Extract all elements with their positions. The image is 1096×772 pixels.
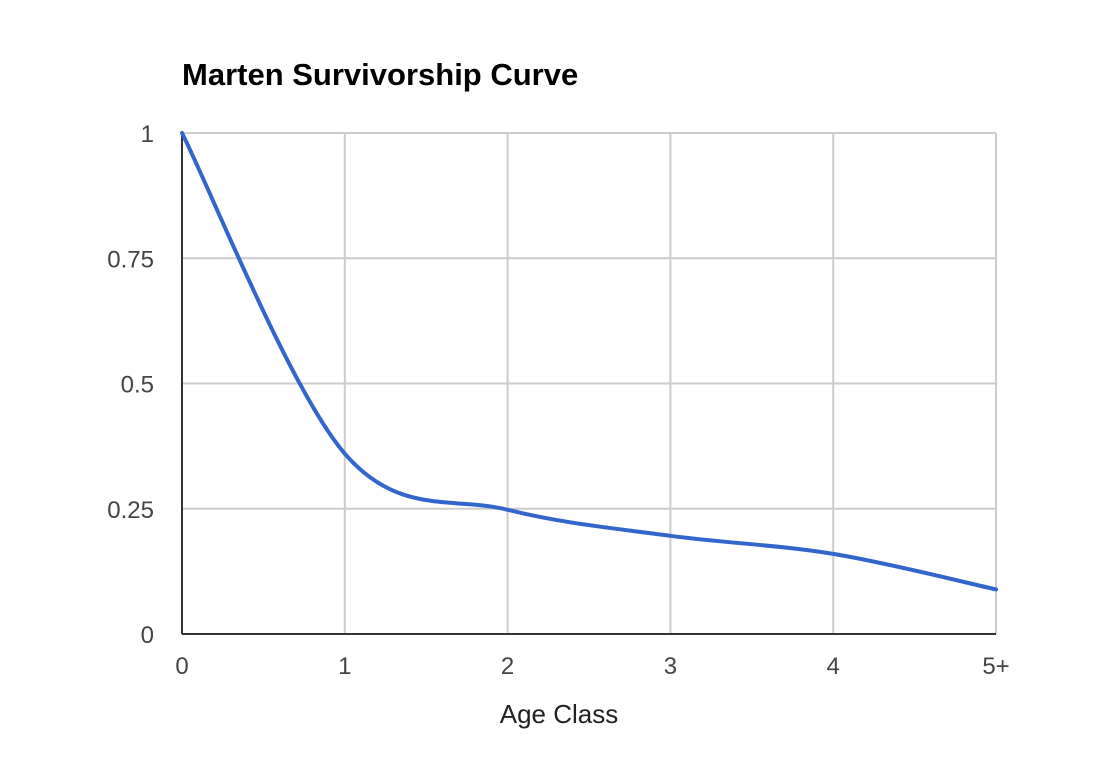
x-tick-label: 1	[338, 653, 351, 680]
x-tick-label: 0	[175, 653, 188, 680]
x-tick-label: 5+	[982, 653, 1009, 680]
axes	[181, 133, 996, 635]
x-axis-label: Age Class	[500, 699, 619, 729]
y-tick-label: 1	[141, 121, 154, 148]
x-tick-label: 4	[827, 653, 840, 680]
chart-title: Marten Survivorship Curve	[182, 57, 578, 92]
tick-labels: 0 1 2 3 4 5+ 0 0.25 0.5 0.75 1	[107, 121, 1009, 680]
y-tick-label: 0.5	[121, 372, 154, 399]
y-tick-label: 0	[141, 622, 154, 649]
gridlines	[182, 132, 997, 634]
series-layer	[180, 131, 998, 592]
y-tick-label: 0.75	[107, 246, 154, 273]
x-tick-label: 3	[664, 653, 677, 680]
x-tick-label: 2	[501, 653, 514, 680]
y-tick-label: 0.25	[107, 497, 154, 524]
survivorship-line	[180, 131, 998, 592]
